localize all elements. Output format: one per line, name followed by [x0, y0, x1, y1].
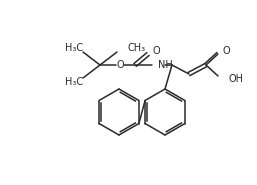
Text: OH: OH [228, 74, 243, 84]
Text: H₃C: H₃C [65, 43, 83, 53]
Text: O: O [116, 60, 124, 70]
Text: NH: NH [158, 60, 173, 70]
Text: O: O [222, 46, 230, 56]
Text: H₃C: H₃C [65, 77, 83, 87]
Text: CH₃: CH₃ [127, 43, 145, 53]
Text: O: O [152, 46, 160, 56]
